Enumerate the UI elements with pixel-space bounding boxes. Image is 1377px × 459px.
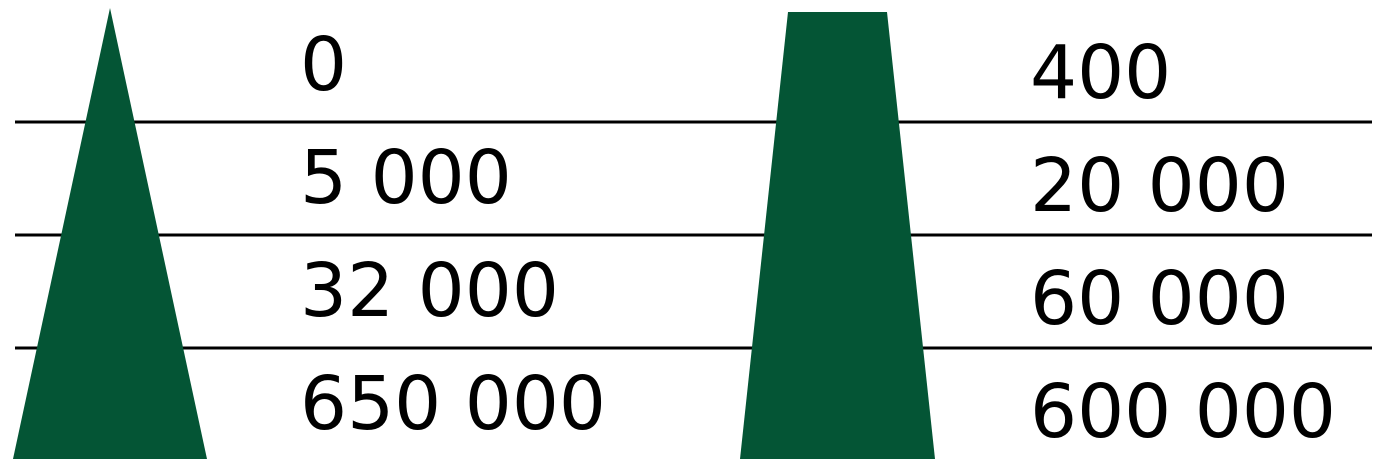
right-trapezoid (740, 12, 935, 459)
left-value-1: 5 000 (300, 135, 512, 221)
right-value-1: 20 000 (1030, 143, 1289, 229)
right-value-3: 600 000 (1030, 369, 1337, 455)
left-value-2: 32 000 (300, 248, 559, 334)
left-value-0: 0 (300, 22, 348, 108)
left-triangle (13, 8, 207, 459)
left-value-3: 650 000 (300, 361, 607, 447)
right-value-0: 400 (1030, 30, 1172, 116)
right-value-2: 60 000 (1030, 256, 1289, 342)
